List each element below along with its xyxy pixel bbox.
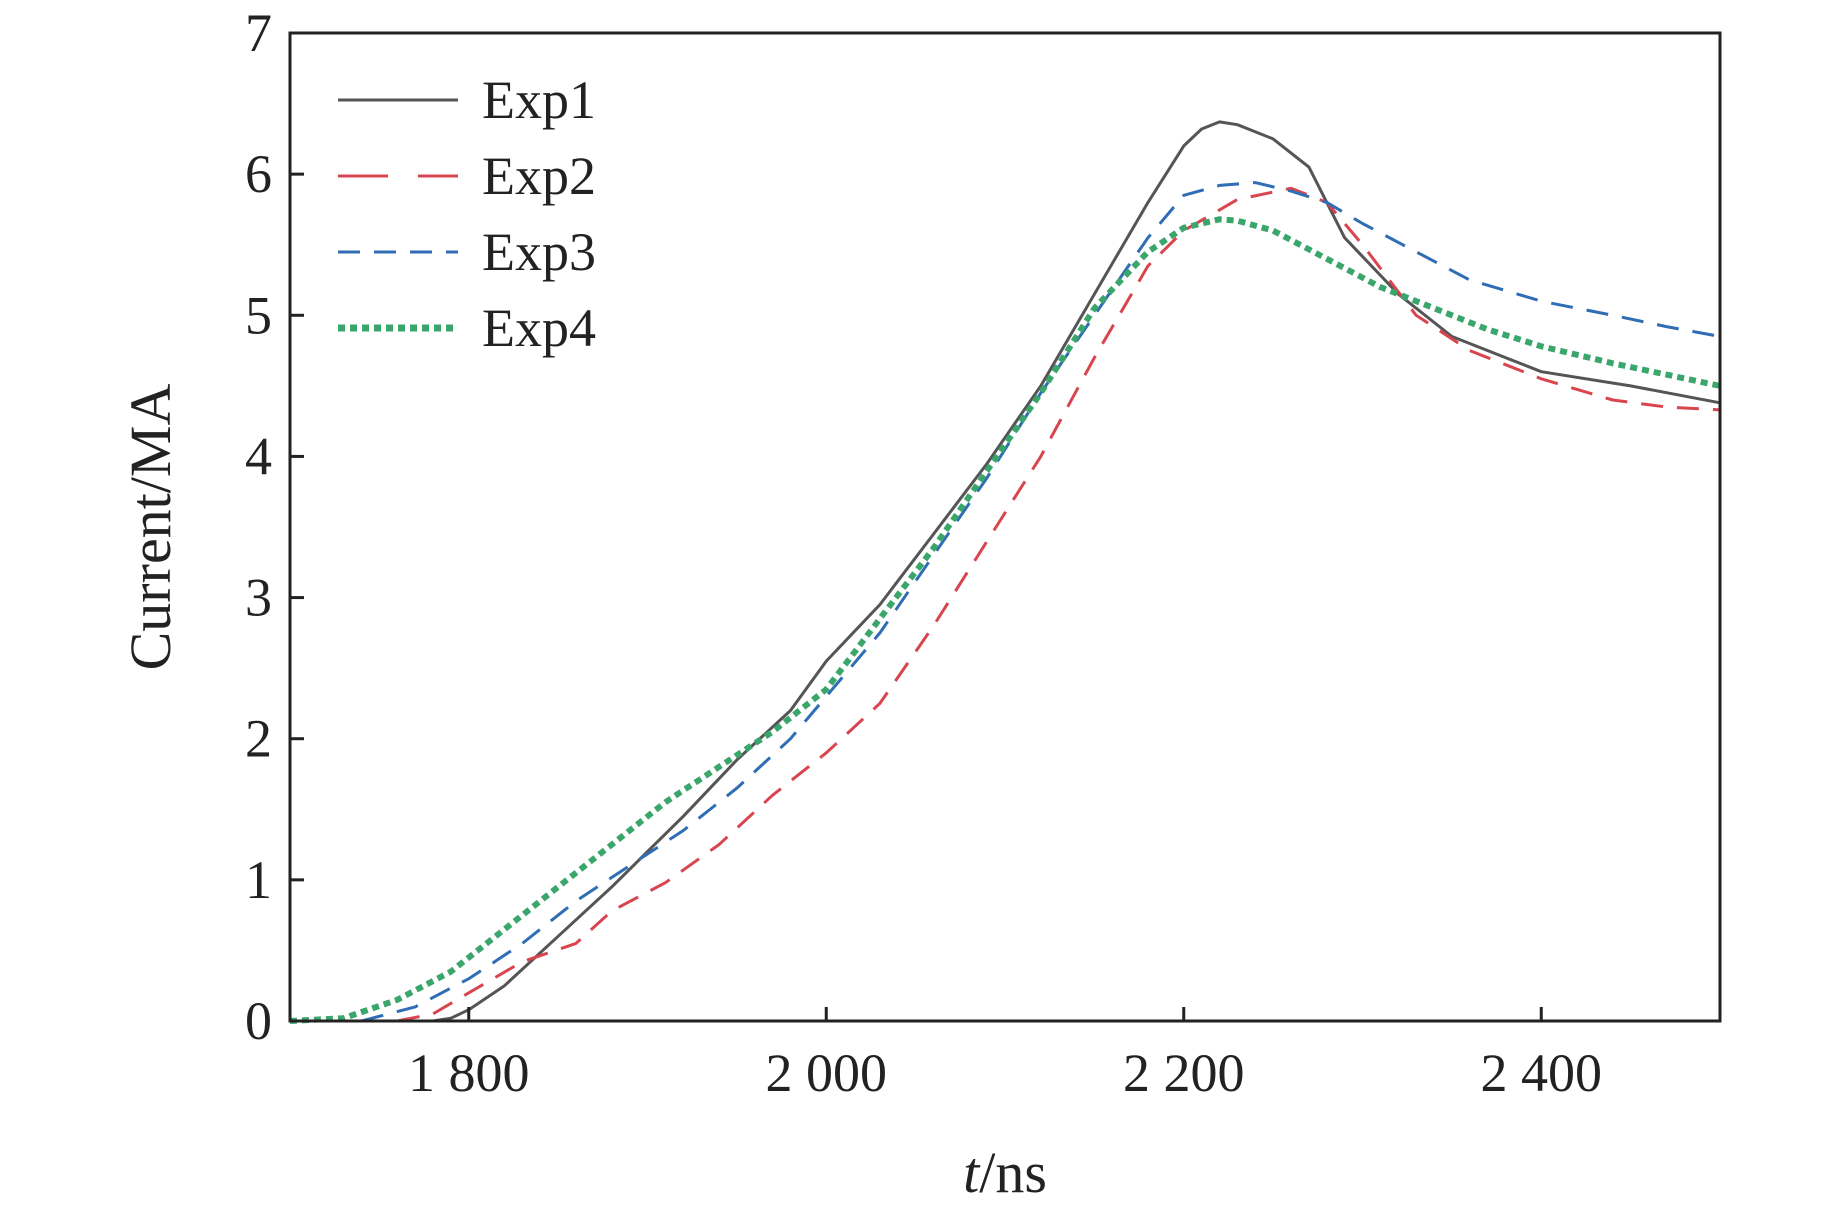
y-tick-label: 4	[245, 426, 272, 486]
x-tick-label: 2 000	[766, 1043, 888, 1103]
y-tick-label: 1	[245, 850, 272, 910]
series-line-exp4	[289, 216, 1721, 1024]
y-axis-label: Current/MA	[118, 384, 183, 671]
legend-label-exp2: Exp2	[482, 146, 596, 206]
series-layer	[289, 120, 1721, 1024]
y-tick-label: 6	[245, 144, 272, 204]
legend-label-exp1: Exp1	[482, 70, 596, 130]
x-tick-label: 2 400	[1481, 1043, 1603, 1103]
y-tick-label: 7	[245, 3, 272, 63]
y-tick-label: 2	[245, 709, 272, 769]
y-tick-label: 5	[245, 285, 272, 345]
plot-frame	[288, 31, 1722, 1023]
x-tick-label: 2 200	[1123, 1043, 1245, 1103]
y-tick-label: 0	[245, 991, 272, 1051]
legend-label-exp3: Exp3	[482, 222, 596, 282]
y-axis-ticks: 0 1 2 3 4 5 6 7	[245, 3, 304, 1051]
x-axis-label-italic: t	[963, 1140, 981, 1205]
y-tick-label: 3	[245, 568, 272, 628]
legend-label-exp4: Exp4	[482, 298, 596, 358]
series-line-exp3	[290, 181, 1721, 1023]
x-axis-ticks: 1 800 2 000 2 200 2 400	[408, 1007, 1602, 1103]
series-line-exp2	[290, 186, 1721, 1023]
x-axis-label-unit: /ns	[979, 1140, 1047, 1205]
legend: Exp1 Exp2 Exp3 Exp4	[338, 70, 596, 358]
x-axis-label: t/ns	[963, 1140, 1047, 1205]
x-tick-label: 1 800	[408, 1043, 530, 1103]
